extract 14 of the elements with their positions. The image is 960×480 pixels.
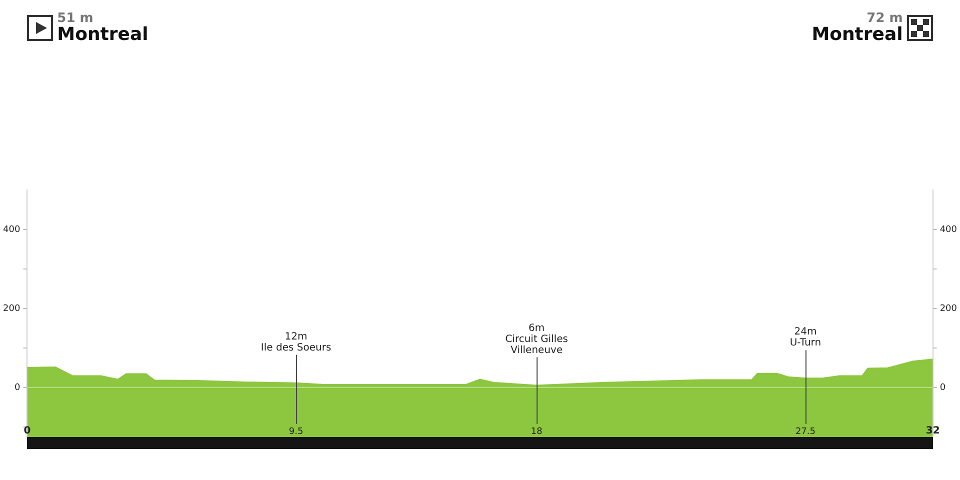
x-tick-label: 18	[530, 426, 543, 437]
annotation: 6m Circuit Gilles Villeneuve	[505, 322, 568, 356]
annotation: 24m U-Turn	[790, 326, 822, 349]
y-tick-label: 200	[2, 304, 20, 314]
y2-tick-label: 400	[940, 224, 958, 235]
annotation: 12m Ile des Soeurs	[260, 331, 332, 354]
y-tick-label: 400	[2, 224, 20, 235]
x-tick-label: 27.5	[795, 426, 816, 437]
y2-tick-label: 200	[940, 304, 958, 314]
x-tick-label: 9.5	[288, 426, 304, 437]
y-tick-label: 0	[14, 382, 20, 393]
text: 51 m Montreal	[57, 11, 148, 45]
text: 72 m Montreal	[812, 11, 903, 45]
y2-tick-label: 0	[940, 382, 946, 393]
